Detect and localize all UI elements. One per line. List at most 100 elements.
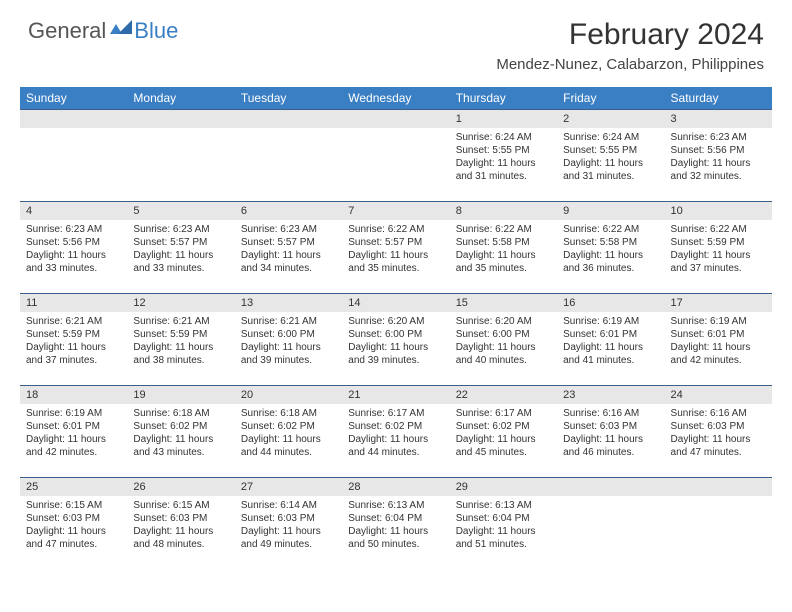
calendar-week-row: 18Sunrise: 6:19 AMSunset: 6:01 PMDayligh…	[20, 385, 772, 477]
weekday-header: Thursday	[450, 87, 557, 109]
day-number-bar: 7	[342, 201, 449, 220]
day-number-bar	[127, 109, 234, 128]
sunset-text: Sunset: 5:57 PM	[133, 236, 228, 249]
daylight-text: Daylight: 11 hours and 48 minutes.	[133, 525, 228, 551]
daylight-text: Daylight: 11 hours and 51 minutes.	[456, 525, 551, 551]
sunset-text: Sunset: 6:02 PM	[241, 420, 336, 433]
sunrise-text: Sunrise: 6:23 AM	[26, 223, 121, 236]
calendar-cell: 9Sunrise: 6:22 AMSunset: 5:58 PMDaylight…	[557, 201, 664, 293]
calendar-cell: 10Sunrise: 6:22 AMSunset: 5:59 PMDayligh…	[665, 201, 772, 293]
sunset-text: Sunset: 5:55 PM	[563, 144, 658, 157]
sunrise-text: Sunrise: 6:18 AM	[241, 407, 336, 420]
day-body: Sunrise: 6:23 AMSunset: 5:56 PMDaylight:…	[665, 128, 772, 189]
sunset-text: Sunset: 6:02 PM	[133, 420, 228, 433]
calendar-cell: 7Sunrise: 6:22 AMSunset: 5:57 PMDaylight…	[342, 201, 449, 293]
calendar-cell: 1Sunrise: 6:24 AMSunset: 5:55 PMDaylight…	[450, 109, 557, 201]
daylight-text: Daylight: 11 hours and 38 minutes.	[133, 341, 228, 367]
calendar-cell	[20, 109, 127, 201]
calendar-cell: 22Sunrise: 6:17 AMSunset: 6:02 PMDayligh…	[450, 385, 557, 477]
sunset-text: Sunset: 6:01 PM	[563, 328, 658, 341]
weekday-header: Sunday	[20, 87, 127, 109]
daylight-text: Daylight: 11 hours and 46 minutes.	[563, 433, 658, 459]
day-number-bar: 11	[20, 293, 127, 312]
calendar-cell: 24Sunrise: 6:16 AMSunset: 6:03 PMDayligh…	[665, 385, 772, 477]
sunset-text: Sunset: 5:59 PM	[671, 236, 766, 249]
day-body: Sunrise: 6:21 AMSunset: 6:00 PMDaylight:…	[235, 312, 342, 373]
calendar-cell: 12Sunrise: 6:21 AMSunset: 5:59 PMDayligh…	[127, 293, 234, 385]
sunrise-text: Sunrise: 6:22 AM	[456, 223, 551, 236]
calendar-head: SundayMondayTuesdayWednesdayThursdayFrid…	[20, 87, 772, 109]
day-body: Sunrise: 6:18 AMSunset: 6:02 PMDaylight:…	[235, 404, 342, 465]
sunrise-text: Sunrise: 6:22 AM	[563, 223, 658, 236]
sunrise-text: Sunrise: 6:18 AM	[133, 407, 228, 420]
sunrise-text: Sunrise: 6:15 AM	[133, 499, 228, 512]
calendar-body: 1Sunrise: 6:24 AMSunset: 5:55 PMDaylight…	[20, 109, 772, 569]
day-body: Sunrise: 6:17 AMSunset: 6:02 PMDaylight:…	[450, 404, 557, 465]
calendar-cell: 11Sunrise: 6:21 AMSunset: 5:59 PMDayligh…	[20, 293, 127, 385]
sunrise-text: Sunrise: 6:21 AM	[241, 315, 336, 328]
day-body: Sunrise: 6:13 AMSunset: 6:04 PMDaylight:…	[342, 496, 449, 557]
daylight-text: Daylight: 11 hours and 36 minutes.	[563, 249, 658, 275]
header: General Blue February 2024 Mendez-Nunez,…	[0, 0, 792, 81]
daylight-text: Daylight: 11 hours and 41 minutes.	[563, 341, 658, 367]
weekday-row: SundayMondayTuesdayWednesdayThursdayFrid…	[20, 87, 772, 109]
daylight-text: Daylight: 11 hours and 45 minutes.	[456, 433, 551, 459]
daylight-text: Daylight: 11 hours and 49 minutes.	[241, 525, 336, 551]
sunset-text: Sunset: 6:03 PM	[133, 512, 228, 525]
day-number-bar: 26	[127, 477, 234, 496]
daylight-text: Daylight: 11 hours and 39 minutes.	[241, 341, 336, 367]
day-number-bar: 16	[557, 293, 664, 312]
logo-text-blue: Blue	[134, 18, 178, 44]
day-number-bar: 27	[235, 477, 342, 496]
sunrise-text: Sunrise: 6:19 AM	[26, 407, 121, 420]
daylight-text: Daylight: 11 hours and 50 minutes.	[348, 525, 443, 551]
day-number-bar: 23	[557, 385, 664, 404]
sunset-text: Sunset: 6:01 PM	[26, 420, 121, 433]
day-number-bar: 29	[450, 477, 557, 496]
sunset-text: Sunset: 5:59 PM	[133, 328, 228, 341]
day-number-bar: 12	[127, 293, 234, 312]
sunrise-text: Sunrise: 6:24 AM	[563, 131, 658, 144]
day-number-bar: 13	[235, 293, 342, 312]
day-body: Sunrise: 6:22 AMSunset: 5:59 PMDaylight:…	[665, 220, 772, 281]
daylight-text: Daylight: 11 hours and 40 minutes.	[456, 341, 551, 367]
sunset-text: Sunset: 6:01 PM	[671, 328, 766, 341]
day-number-bar	[557, 477, 664, 496]
sunrise-text: Sunrise: 6:21 AM	[26, 315, 121, 328]
month-title: February 2024	[496, 18, 764, 52]
day-number-bar: 19	[127, 385, 234, 404]
calendar-cell: 16Sunrise: 6:19 AMSunset: 6:01 PMDayligh…	[557, 293, 664, 385]
sunset-text: Sunset: 6:04 PM	[456, 512, 551, 525]
day-number-bar	[342, 109, 449, 128]
daylight-text: Daylight: 11 hours and 42 minutes.	[671, 341, 766, 367]
day-number-bar: 28	[342, 477, 449, 496]
weekday-header: Saturday	[665, 87, 772, 109]
daylight-text: Daylight: 11 hours and 31 minutes.	[563, 157, 658, 183]
day-number-bar: 4	[20, 201, 127, 220]
sunrise-text: Sunrise: 6:20 AM	[456, 315, 551, 328]
calendar-cell	[235, 109, 342, 201]
calendar-cell: 29Sunrise: 6:13 AMSunset: 6:04 PMDayligh…	[450, 477, 557, 569]
day-number-bar: 9	[557, 201, 664, 220]
calendar-week-row: 4Sunrise: 6:23 AMSunset: 5:56 PMDaylight…	[20, 201, 772, 293]
calendar-table: SundayMondayTuesdayWednesdayThursdayFrid…	[20, 87, 772, 569]
sunset-text: Sunset: 5:56 PM	[26, 236, 121, 249]
day-number-bar: 21	[342, 385, 449, 404]
day-body: Sunrise: 6:23 AMSunset: 5:56 PMDaylight:…	[20, 220, 127, 281]
sunrise-text: Sunrise: 6:15 AM	[26, 499, 121, 512]
calendar-week-row: 25Sunrise: 6:15 AMSunset: 6:03 PMDayligh…	[20, 477, 772, 569]
day-number-bar: 1	[450, 109, 557, 128]
weekday-header: Monday	[127, 87, 234, 109]
sunset-text: Sunset: 5:59 PM	[26, 328, 121, 341]
calendar-cell: 28Sunrise: 6:13 AMSunset: 6:04 PMDayligh…	[342, 477, 449, 569]
day-number-bar: 24	[665, 385, 772, 404]
sunset-text: Sunset: 6:00 PM	[241, 328, 336, 341]
calendar-cell: 5Sunrise: 6:23 AMSunset: 5:57 PMDaylight…	[127, 201, 234, 293]
day-body: Sunrise: 6:17 AMSunset: 6:02 PMDaylight:…	[342, 404, 449, 465]
calendar-cell: 18Sunrise: 6:19 AMSunset: 6:01 PMDayligh…	[20, 385, 127, 477]
daylight-text: Daylight: 11 hours and 32 minutes.	[671, 157, 766, 183]
day-body: Sunrise: 6:23 AMSunset: 5:57 PMDaylight:…	[235, 220, 342, 281]
sunrise-text: Sunrise: 6:22 AM	[348, 223, 443, 236]
day-body: Sunrise: 6:19 AMSunset: 6:01 PMDaylight:…	[20, 404, 127, 465]
weekday-header: Wednesday	[342, 87, 449, 109]
